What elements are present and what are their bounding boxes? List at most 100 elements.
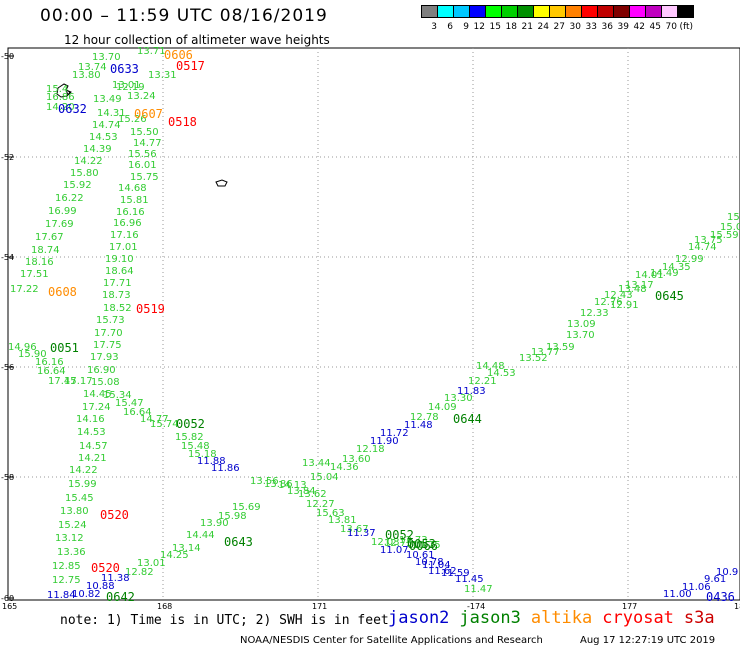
jason3-swh-value: 17.22 <box>10 284 39 295</box>
jason3-swh-value: 13.52 <box>519 353 548 364</box>
jason3-swh-value: 13.56 <box>250 476 279 487</box>
pass-time-label: 0632 <box>58 102 87 116</box>
jason3-swh-value: 19.10 <box>105 254 134 265</box>
jason3-swh-value: 15.48 <box>181 441 210 452</box>
jason3-swh-value: 15.73 <box>96 315 125 326</box>
colorbar-label: (ft) <box>679 22 693 32</box>
jason3-swh-value: 13.09 <box>567 319 596 330</box>
jason3-swh-value: 14.53 <box>77 427 106 438</box>
islands <box>56 83 228 187</box>
jason3-swh-value: 13.17 <box>625 280 654 291</box>
auckland-islands <box>56 83 72 98</box>
jason3-swh-value: 15.03 <box>720 222 740 233</box>
jason3-swh-value: 15.24 <box>58 520 87 531</box>
jason3-swh-value: 16.64 <box>37 366 66 377</box>
lat-label: -50 <box>1 52 14 61</box>
pass-time-label: 0520 <box>91 561 120 575</box>
jason2-swh-value: 11.62 <box>428 566 457 577</box>
colorbar-label: 27 <box>553 22 565 32</box>
footnote: note: 1) Time is in UTC; 2) SWH is in fe… <box>60 613 389 628</box>
jason3-swh-value: 12.43 <box>604 290 633 301</box>
jason3-swh-value: 14.49 <box>650 268 679 279</box>
jason3-swh-value: 12.99 <box>675 254 704 265</box>
jason3-swh-value: 14.77 <box>133 138 162 149</box>
jason3-swh-value: 12.75 <box>384 538 413 549</box>
jason3-swh-value: 15.80 <box>70 168 99 179</box>
jason3-swh-value: 14.21 <box>78 453 107 464</box>
colorbar-label: 39 <box>617 22 629 32</box>
jason3-swh-value: 18.73 <box>102 290 131 301</box>
jason2-swh-value: 11.07 <box>380 545 409 556</box>
jason3-swh-value: 12.78 <box>410 412 439 423</box>
jason3-swh-value: 15.04 <box>310 472 339 483</box>
jason3-swh-value: 15.69 <box>232 502 261 513</box>
colorbar-label: 45 <box>649 22 661 32</box>
lat-label: -58 <box>1 473 14 482</box>
pass-time-label: 0519 <box>136 302 165 316</box>
jason2-swh-value: 11.37 <box>347 528 376 539</box>
jason3-swh-value: 14.09 <box>428 402 457 413</box>
jason3-swh-value: 13.80 <box>60 506 89 517</box>
colorbar-label: 12 <box>473 22 485 32</box>
jason3-swh-value: 14.57 <box>79 441 108 452</box>
jason3-swh-value: 10.75 <box>412 540 441 551</box>
jason3-swh-value: 16.01 <box>128 160 157 171</box>
lat-label: -54 <box>1 253 14 262</box>
jason3-swh-value: 16.16 <box>35 357 64 368</box>
pass-time-label: 0633 <box>110 62 139 76</box>
colorbar-label: 36 <box>601 22 613 32</box>
colorbar-label: 24 <box>537 22 549 32</box>
jason3-swh-value: 12.91 <box>610 300 639 311</box>
jason3-swh-value: 15.34 <box>103 390 132 401</box>
pass-time-label: 0645 <box>655 289 684 303</box>
jason3-swh-value: 18.74 <box>31 245 60 256</box>
footer-timestamp: Aug 17 12:27:19 UTC 2019 <box>580 635 716 646</box>
jason3-swh-value: 17.71 <box>103 278 132 289</box>
pass-time-label: 0608 <box>48 285 77 299</box>
jason3-swh-value: 12.21 <box>468 376 497 387</box>
jason3-swh-value: 14.22 <box>69 465 98 476</box>
jason2-swh-value: 10.88 <box>86 581 115 592</box>
legend-jason3: jason3 <box>459 608 521 628</box>
jason3-swh-value: 13.80 <box>72 70 101 81</box>
jason3-swh-value: 16.86 <box>46 92 75 103</box>
jason3-swh-value: 13.74 <box>78 62 107 73</box>
jason2-swh-value: 11.83 <box>457 386 486 397</box>
jason3-swh-value: 12.27 <box>306 499 335 510</box>
lat-label: -52 <box>1 153 14 162</box>
jason3-swh-value: 17.70 <box>94 328 123 339</box>
jason3-swh-value: 17.69 <box>45 219 74 230</box>
colorbar-label: 21 <box>521 22 533 32</box>
jason3-swh-value: 14.53 <box>487 368 516 379</box>
jason2-swh-value: 10.82 <box>72 589 101 600</box>
jason3-swh-value: 15.47 <box>115 398 144 409</box>
pass-time-label: 0642 <box>106 590 135 604</box>
jason3-swh-value: 13.24 <box>127 91 156 102</box>
jason3-swh-value: 14.25 <box>160 550 189 561</box>
jason3-swh-value: 12.33 <box>580 308 609 319</box>
jason3-swh-value: 14.48 <box>476 361 505 372</box>
jason3-swh-value: 14.39 <box>83 144 112 155</box>
jason3-swh-value: 12.76 <box>594 297 623 308</box>
lon-label: 168 <box>157 602 172 611</box>
jason3-swh-value: 13.81 <box>328 515 357 526</box>
colorbar-label: 18 <box>505 22 517 32</box>
jason3-swh-value: 15.63 <box>316 508 345 519</box>
jason3-swh-value: 12.85 <box>52 561 81 572</box>
jason3-swh-value: 13.67 <box>340 524 369 535</box>
jason3-swh-value: 12.19 <box>116 82 145 93</box>
jason3-swh-value: 14.13 <box>278 480 307 491</box>
jason3-swh-value: 13.01 <box>137 558 166 569</box>
jason3-swh-value: 13.59 <box>546 342 575 353</box>
jason2-swh-value: 10.78 <box>415 557 444 568</box>
jason3-swh-value: 13.12 <box>55 533 84 544</box>
jason3-swh-value: 16.99 <box>48 206 77 217</box>
jason3-swh-value: 16.22 <box>55 193 84 204</box>
jason3-swh-value: 15.26 <box>118 114 147 125</box>
colorbar-label: 42 <box>633 22 645 32</box>
jason3-swh-value: 16.96 <box>113 218 142 229</box>
colorbar-swatch <box>677 5 694 18</box>
jason3-swh-value: 17.93 <box>90 352 119 363</box>
